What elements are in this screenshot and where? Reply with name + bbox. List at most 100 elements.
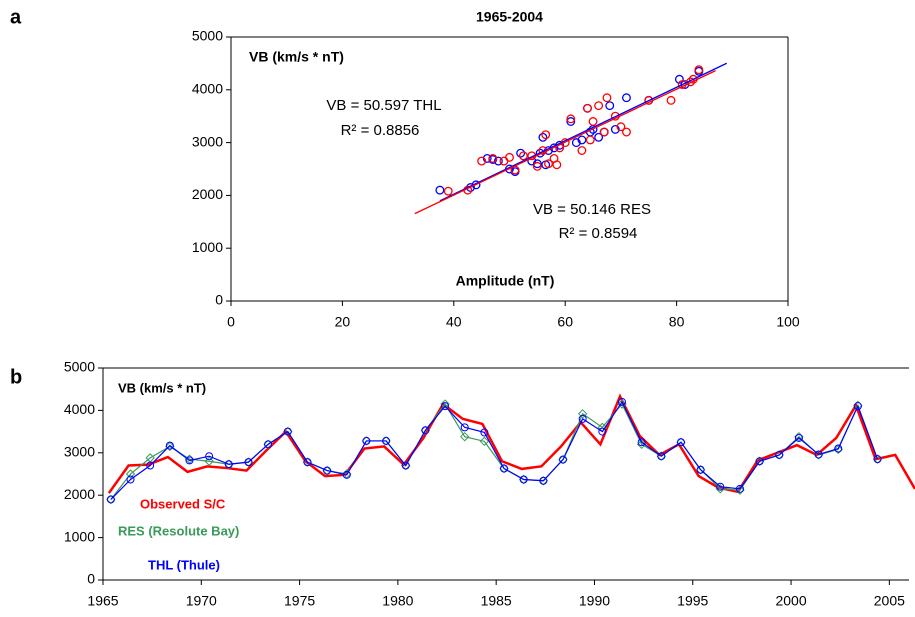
data-point — [421, 426, 430, 435]
series-line — [110, 402, 879, 500]
y-tick-label: 0 — [215, 292, 223, 308]
fit-line — [414, 70, 716, 215]
data-point — [636, 439, 647, 450]
data-point — [617, 399, 627, 409]
data-point — [401, 460, 411, 471]
data-point — [165, 441, 175, 452]
data-point — [460, 423, 469, 432]
data-point — [594, 132, 604, 142]
data-point — [165, 441, 174, 450]
data-point — [559, 455, 568, 464]
data-point — [622, 127, 631, 137]
data-point — [532, 159, 542, 169]
data-point — [552, 160, 562, 170]
x-tick-label: 2005 — [874, 593, 905, 609]
data-point — [577, 146, 587, 155]
data-point — [125, 469, 136, 479]
data-point — [441, 402, 450, 411]
data-point — [323, 466, 332, 475]
y-tick-label: 5000 — [64, 359, 95, 375]
data-point — [479, 436, 490, 447]
data-point — [516, 148, 526, 158]
data-point — [244, 458, 253, 467]
data-point — [695, 465, 706, 475]
data-point — [577, 135, 587, 145]
data-point — [283, 426, 293, 437]
data-point — [676, 438, 685, 447]
data-point — [381, 436, 391, 446]
x-tick-label: 1965 — [87, 593, 118, 609]
x-tick-label: 80 — [669, 314, 685, 330]
data-point — [774, 450, 784, 460]
data-point — [303, 458, 312, 467]
data-point — [538, 132, 548, 142]
panel-label: b — [10, 366, 22, 388]
legend-label: Observed S/C — [140, 496, 226, 511]
data-point — [566, 117, 576, 126]
data-point — [539, 476, 548, 485]
chart-title: 1965-2004 — [476, 9, 543, 25]
data-point — [617, 397, 626, 406]
data-point — [126, 475, 135, 484]
data-point — [499, 156, 509, 166]
data-point — [637, 438, 646, 447]
data-point — [185, 456, 194, 465]
data-point — [622, 93, 631, 103]
data-point — [588, 117, 598, 126]
data-point — [480, 428, 489, 437]
data-point — [106, 495, 115, 504]
y-tick-label: 0 — [87, 571, 95, 587]
data-point — [361, 436, 372, 446]
y-tick-label: 2000 — [192, 186, 223, 202]
x-tick-label: 40 — [446, 314, 462, 330]
x-axis-label: Amplitude (nT) — [456, 273, 555, 289]
data-point — [460, 431, 470, 442]
data-point — [694, 65, 704, 75]
data-point — [488, 153, 498, 163]
data-point — [558, 454, 568, 465]
x-tick-label: 60 — [557, 314, 573, 330]
data-point — [571, 138, 581, 148]
x-tick-label: 0 — [227, 314, 235, 330]
data-point — [794, 433, 803, 442]
series-line — [107, 393, 915, 494]
data-point — [535, 148, 545, 158]
x-tick-label: 1980 — [382, 593, 413, 609]
data-point — [382, 436, 391, 445]
data-point — [499, 463, 509, 474]
data-point — [657, 452, 666, 461]
data-point — [544, 159, 553, 169]
data-point — [775, 450, 784, 459]
data-point — [853, 402, 862, 411]
data-point — [674, 74, 684, 84]
data-point — [342, 470, 351, 479]
data-point — [616, 122, 626, 132]
y-tick-label: 4000 — [192, 81, 223, 97]
data-point — [224, 460, 233, 469]
x-tick-label: 100 — [776, 314, 800, 330]
data-point — [594, 101, 604, 111]
data-point — [873, 455, 882, 464]
data-point — [532, 161, 542, 171]
y-tick-label: 2000 — [64, 486, 95, 502]
annotation: VB = 50.146 RES — [533, 201, 651, 218]
data-point — [666, 95, 676, 105]
annotation: VB = 50.597 THL — [326, 97, 441, 114]
data-point — [146, 461, 155, 470]
data-point — [401, 461, 410, 470]
x-tick-label: 1970 — [186, 593, 217, 609]
y-tick-label: 4000 — [64, 401, 95, 417]
data-point — [443, 186, 453, 196]
data-point — [598, 427, 607, 436]
data-point — [602, 93, 612, 103]
data-point — [243, 457, 254, 467]
annotation: R² = 0.8856 — [341, 122, 420, 139]
data-point — [716, 482, 725, 491]
y-axis-label: VB (km/s * nT) — [118, 380, 206, 395]
data-point — [518, 151, 528, 161]
data-point — [362, 436, 371, 445]
data-point — [735, 484, 744, 493]
y-tick-label: 1000 — [64, 528, 95, 544]
plot-area — [106, 393, 915, 505]
data-point — [585, 135, 595, 145]
